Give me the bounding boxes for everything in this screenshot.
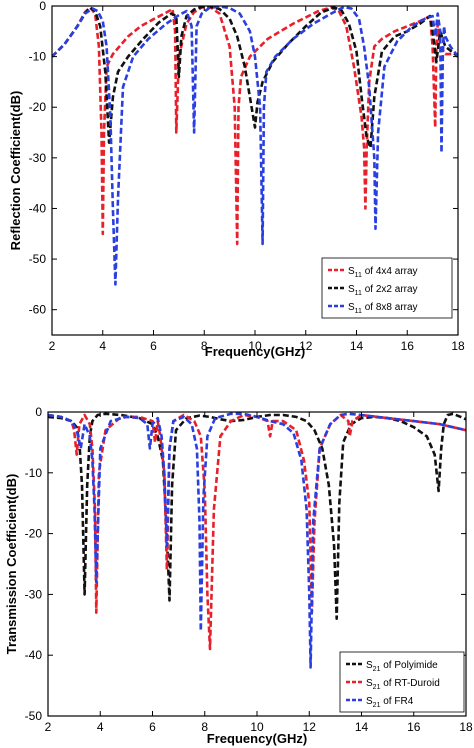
chart1-x-tick-label: 18 (451, 339, 465, 353)
chart2-x-tick-label: 14 (355, 720, 369, 734)
chart2-x-tick-label: 18 (459, 720, 473, 734)
chart1-legend-label-3: S11 of 8x8 array (348, 302, 418, 315)
chart1-series-3-line (52, 6, 458, 286)
chart2-y-tick-label: -50 (25, 709, 43, 723)
chart1-x-tick-label: 12 (299, 339, 313, 353)
chart2-x-tick-label: 6 (149, 720, 156, 734)
chart2-panel: 2 4 6 8 10 12 14 16 18 0 -10 -20 -30 -40 -50 Frequency(… (4, 405, 473, 746)
chart1-y-tick-label: 0 (39, 0, 46, 13)
chart2-legend: S21 of Polyimide S21 of RT-Duroid S21 of F… (339, 651, 465, 713)
chart1-panel: 2 4 6 8 10 12 14 16 18 0 -10 -20 -30 -40 -50 -60 Frequen… (8, 0, 465, 359)
chart1-x-tick-label: 10 (248, 339, 262, 353)
chart1-x-tick-label: 14 (350, 339, 364, 353)
chart1-legend-label-2: S11 of 2x2 array (348, 284, 418, 297)
chart1-y-tick-label: -40 (29, 201, 47, 215)
chart2-x-tick-label: 12 (303, 720, 317, 734)
chart1-y-tick-label: -10 (29, 50, 47, 64)
chart1-series-2-line (52, 6, 458, 149)
chart1-legend: S11 of 4x4 array S11 of 2x2 array S11 of 8… (321, 257, 453, 319)
chart1-series-1-line (52, 6, 458, 246)
chart2-y-tick-label: -40 (25, 648, 43, 662)
chart1-y-tick-label: -50 (29, 252, 47, 266)
chart2-x-tick-label: 10 (250, 720, 264, 734)
chart1-y-axis-label: Reflection Coefficient(dB) (8, 91, 23, 251)
chart2-series-3-line (48, 412, 466, 669)
chart2-series-2-line (48, 413, 466, 651)
chart1-x-tick-label: 2 (49, 339, 56, 353)
chart1-legend-label-1: S11 of 4x4 array (348, 266, 418, 279)
chart1-x-tick-label: 8 (201, 339, 208, 353)
chart2-y-tick-label: -10 (25, 466, 43, 480)
chart2-y-tick-label: -20 (25, 527, 43, 541)
chart2-x-axis-label: Frequency(GHz) (207, 731, 307, 746)
chart1-y-tick-label: -30 (29, 151, 47, 165)
chart1-x-tick-label: 4 (99, 339, 106, 353)
chart1-y-tick-label: -20 (29, 100, 47, 114)
chart2-y-tick-label: 0 (35, 405, 42, 419)
chart2-x-tick-label: 2 (45, 720, 52, 734)
chart2-legend-label-1: S21 of Polyimide (366, 660, 438, 673)
chart1-x-tick-label: 6 (150, 339, 157, 353)
chart1-x-axis-label: Frequency(GHz) (205, 344, 305, 359)
chart2-legend-label-2: S21 of RT-Duroid (366, 678, 440, 691)
chart1-x-tick-label: 16 (401, 339, 415, 353)
chart2-x-tick-label: 8 (201, 720, 208, 734)
chart1-y-tick-label: -60 (29, 303, 47, 317)
chart2-y-tick-label: -30 (25, 587, 43, 601)
chart2-legend-label-3: S21 of FR4 (366, 696, 414, 709)
chart2-x-tick-label: 16 (407, 720, 421, 734)
chart2-y-axis-label: Transmission Coefficient(dB) (4, 474, 19, 655)
chart2-x-tick-label: 4 (97, 720, 104, 734)
chart2-series-1-line (48, 412, 466, 621)
